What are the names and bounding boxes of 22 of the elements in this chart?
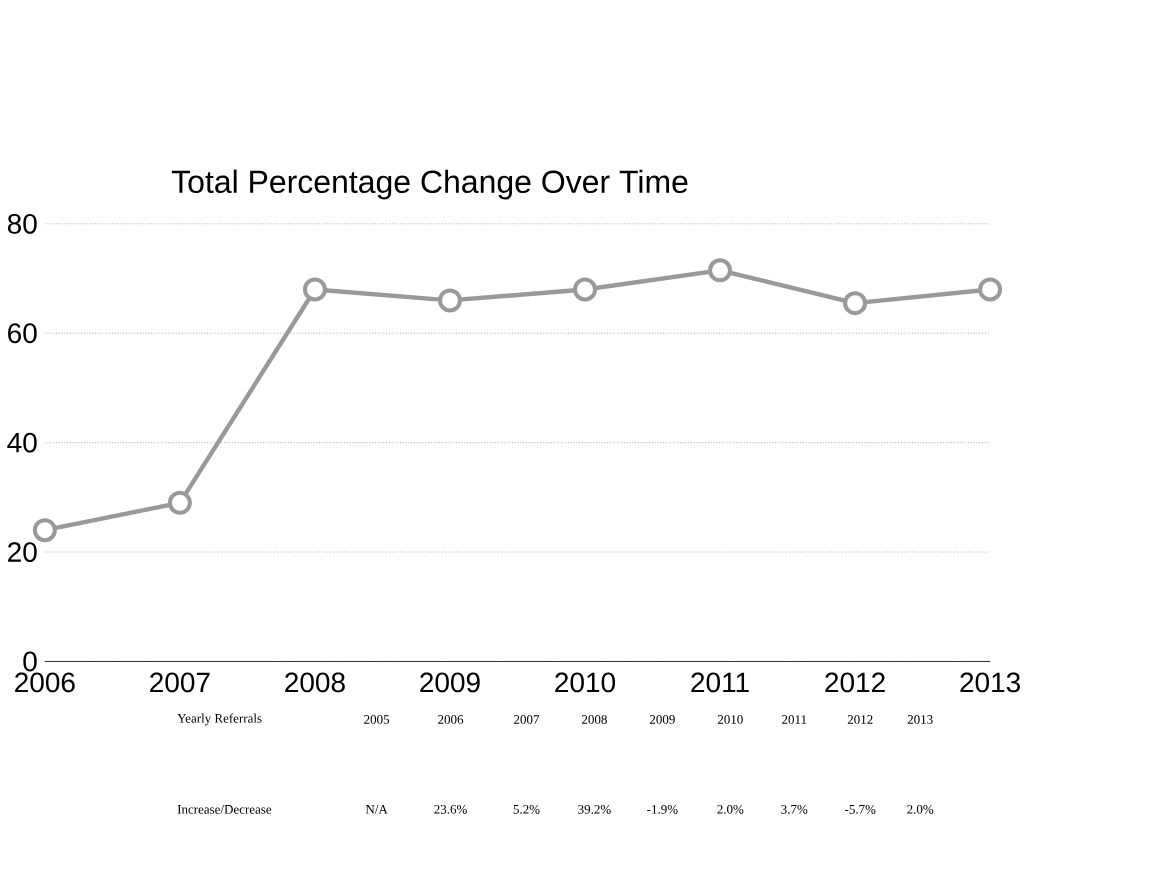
- y-tick-label: 60: [8, 323, 37, 344]
- x-tick-label: 2007: [150, 672, 210, 693]
- x-tick-label: 2010: [555, 672, 616, 693]
- point: [302, 277, 327, 302]
- y-tick-label: 40: [7, 433, 37, 453]
- y-tick-label: 0: [23, 651, 37, 672]
- x-tick-label: 2012: [825, 672, 885, 693]
- point: [708, 258, 733, 283]
- point: [437, 288, 462, 313]
- x-tick-label: 2006: [15, 672, 75, 693]
- point: [167, 491, 192, 516]
- point: [573, 277, 597, 302]
- point: [32, 518, 57, 543]
- y-tick-label: 80: [7, 214, 37, 235]
- y-tick-label: 20: [8, 542, 37, 563]
- point: [843, 291, 868, 316]
- point: [978, 277, 1003, 302]
- x-tick-label: 2009: [420, 672, 480, 693]
- x-tick-label: 2011: [691, 672, 749, 693]
- chart-title: Total Percentage Change Over Time: [171, 169, 688, 200]
- x-tick-label: 2008: [285, 672, 345, 693]
- x-tick-label: 2013: [960, 672, 1020, 693]
